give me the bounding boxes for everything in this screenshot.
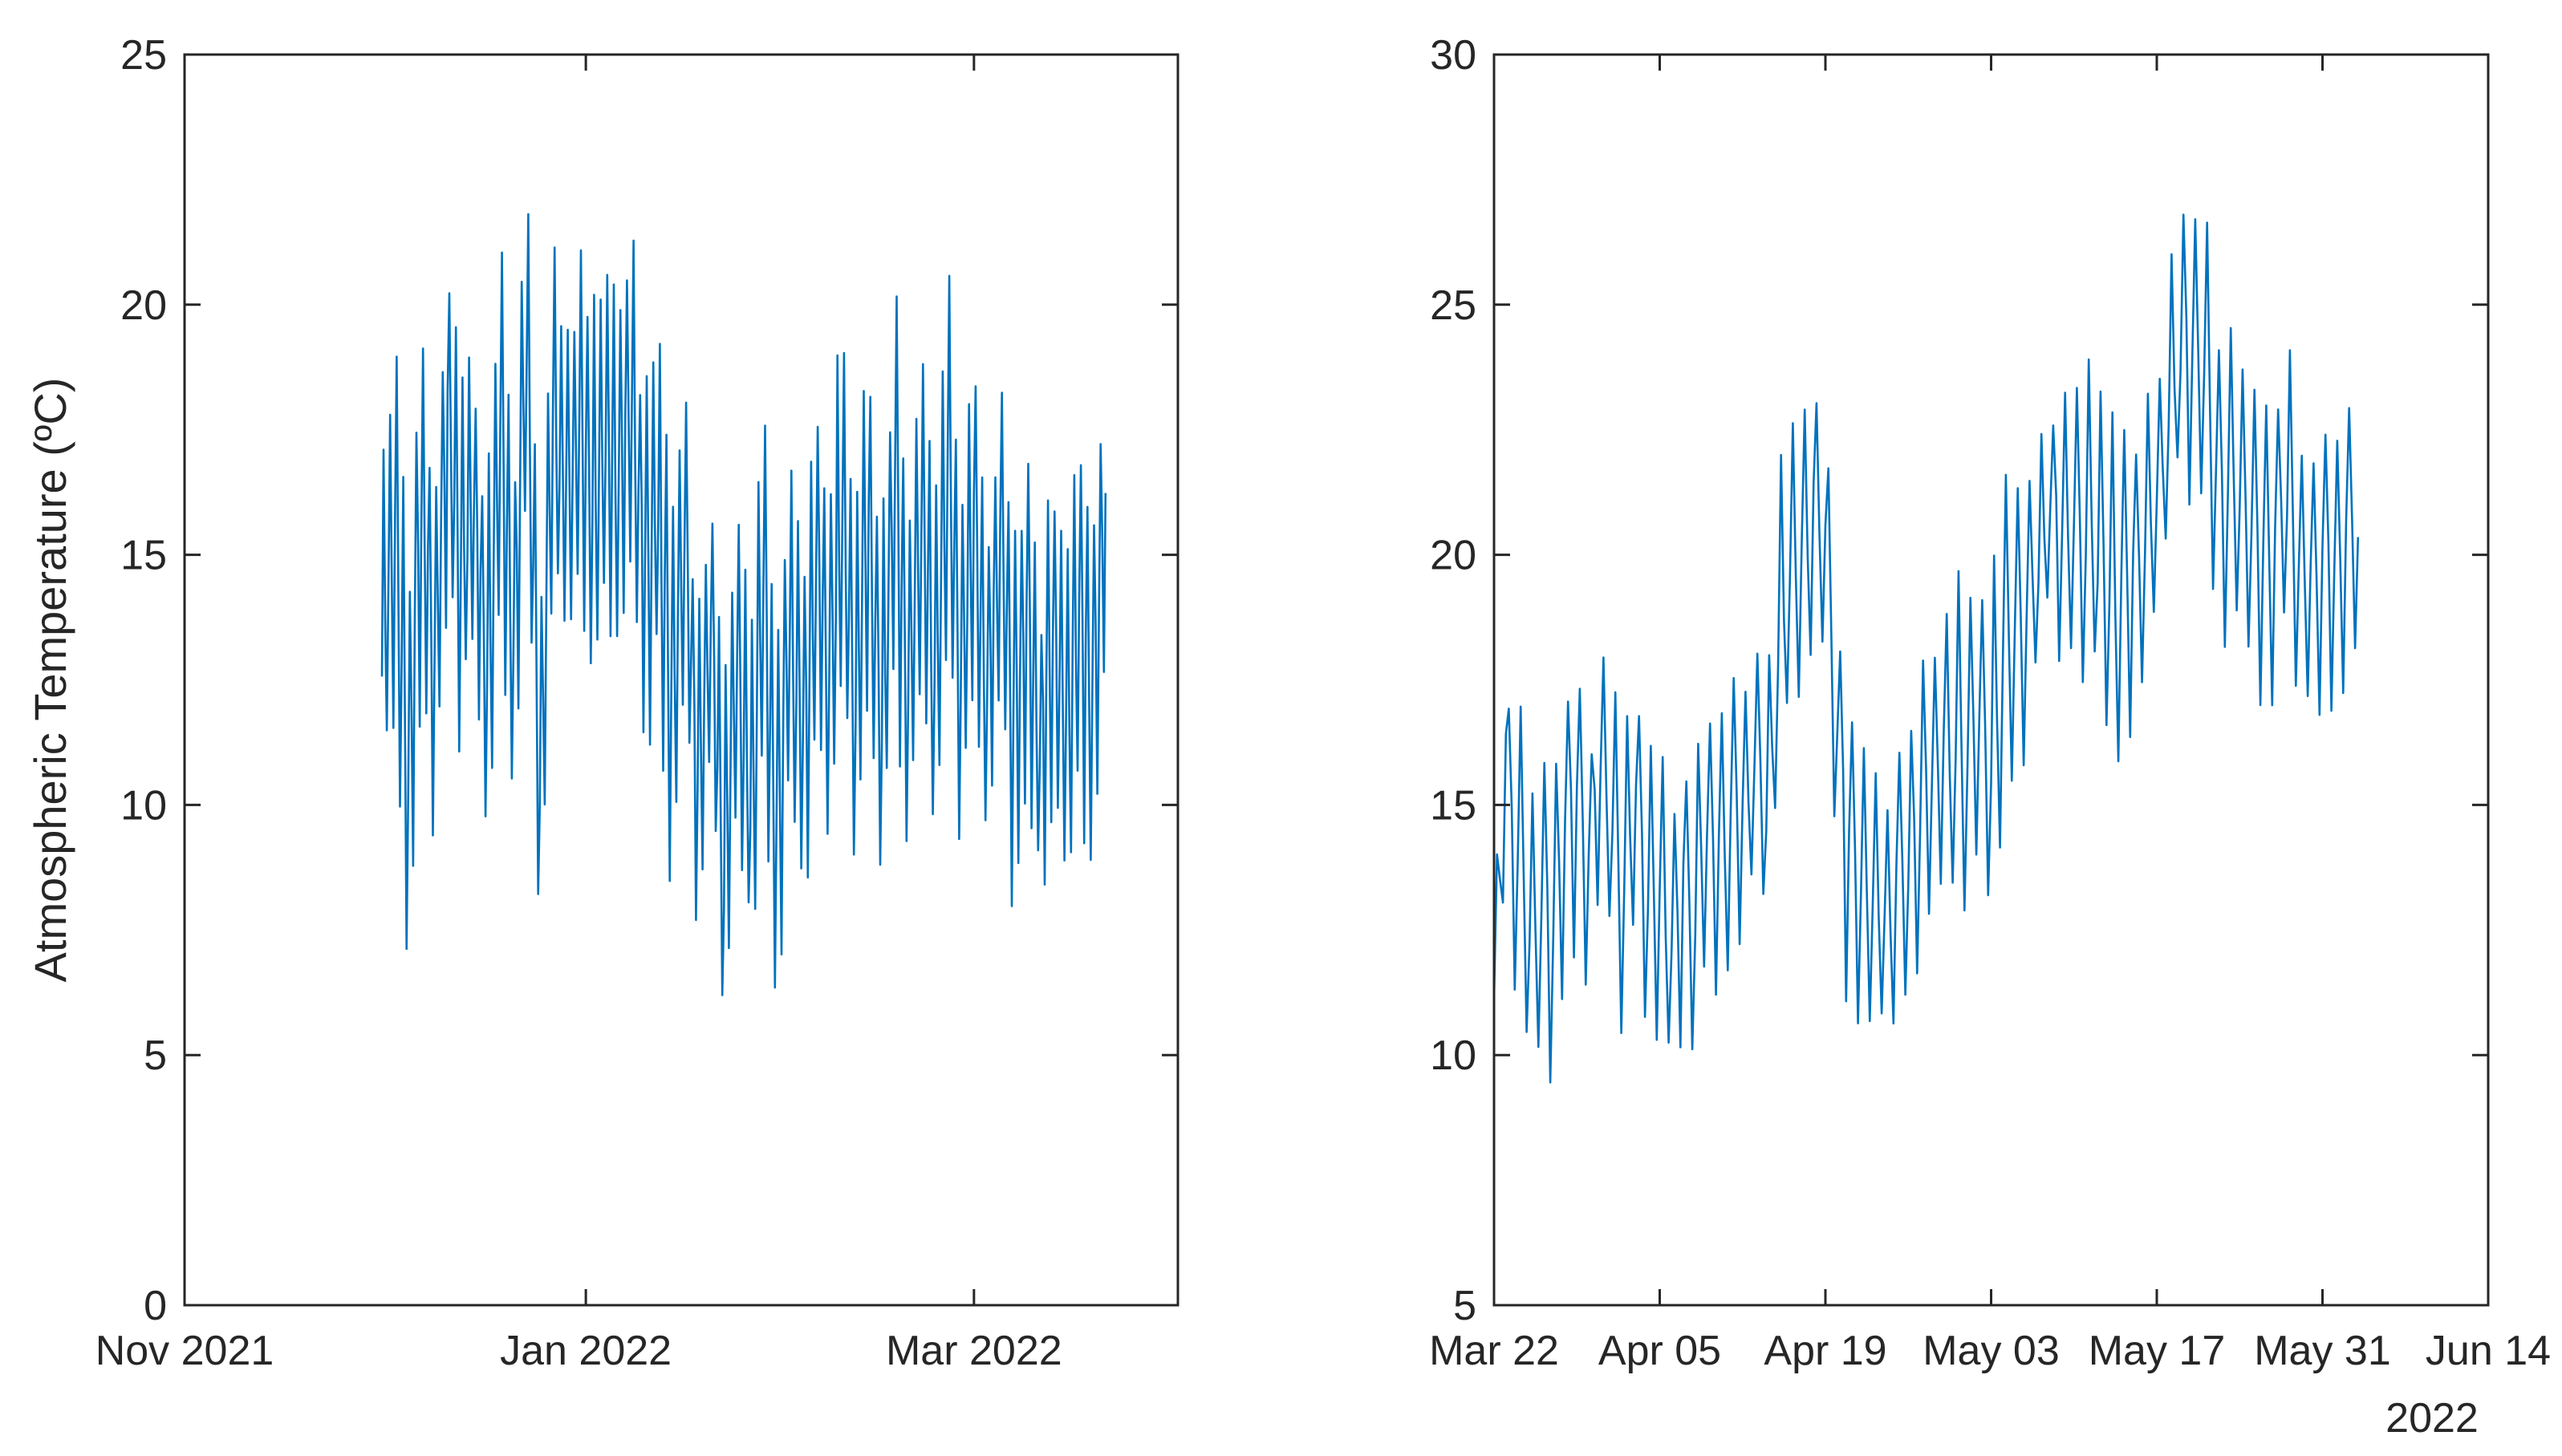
right-xtick-label-2: Apr 19	[1764, 1328, 1886, 1374]
right-ytick-label-5: 30	[1430, 32, 1476, 79]
right-axes-frame	[1492, 53, 2490, 1307]
right-ytick-label-1: 10	[1430, 1032, 1476, 1079]
right-axes-layer: 5 10 15 20 25 30 Mar 22 Apr 05 Apr 19 May 03 May 1…	[1429, 32, 2551, 1442]
left-xtick-label-2: Mar 2022	[886, 1328, 1062, 1374]
left-ytick-label-4: 20	[120, 282, 167, 329]
left-ytick-label-0: 0	[144, 1283, 167, 1329]
left-ylabel-holder: Atmospheric Temperature (ºC)	[25, 378, 75, 983]
right-panel: 5 10 15 20 25 30 Mar 22 Apr 05 Apr 19 May 03 May 1…	[1429, 32, 2551, 1442]
left-ytick-label-5: 25	[120, 32, 167, 79]
right-xtick-label-4: May 17	[2089, 1328, 2226, 1374]
right-xtick-label-1: Apr 05	[1598, 1328, 1721, 1374]
right-xtick-label-3: May 03	[1923, 1328, 2060, 1374]
right-xtick-label-5: May 31	[2254, 1328, 2391, 1374]
right-series-layer	[1492, 213, 2360, 1084]
left-ytick-label-1: 5	[144, 1032, 167, 1079]
right-ytick-label-3: 20	[1430, 533, 1476, 579]
right-xtick-label-6: Jun 14	[2426, 1328, 2551, 1374]
left-ytick-label-2: 10	[120, 782, 167, 829]
left-series-0-line	[380, 213, 1107, 996]
left-axes-frame	[183, 53, 1179, 1307]
left-xtick-label-0: Nov 2021	[95, 1328, 274, 1374]
left-axes-layer: 0 5 10 15 20 25 Nov 2021 Jan 2022 Mar 2022	[95, 32, 1179, 1374]
left-ytick-label-3: 15	[120, 533, 167, 579]
right-x-year-label: 2022	[2385, 1395, 2479, 1442]
right-ytick-label-0: 5	[1453, 1283, 1476, 1329]
right-ytick-label-2: 15	[1430, 782, 1476, 829]
right-ytick-label-4: 25	[1430, 282, 1476, 329]
left-series-layer	[380, 213, 1107, 996]
right-xtick-label-0: Mar 22	[1429, 1328, 1559, 1374]
left-panel: Atmospheric Temperature (ºC) 0 5 10 15 20 25 N…	[25, 32, 1179, 1374]
left-ylabel: Atmospheric Temperature (ºC)	[25, 378, 75, 983]
left-xtick-label-1: Jan 2022	[500, 1328, 672, 1374]
right-series-0-line	[1492, 213, 2360, 1084]
